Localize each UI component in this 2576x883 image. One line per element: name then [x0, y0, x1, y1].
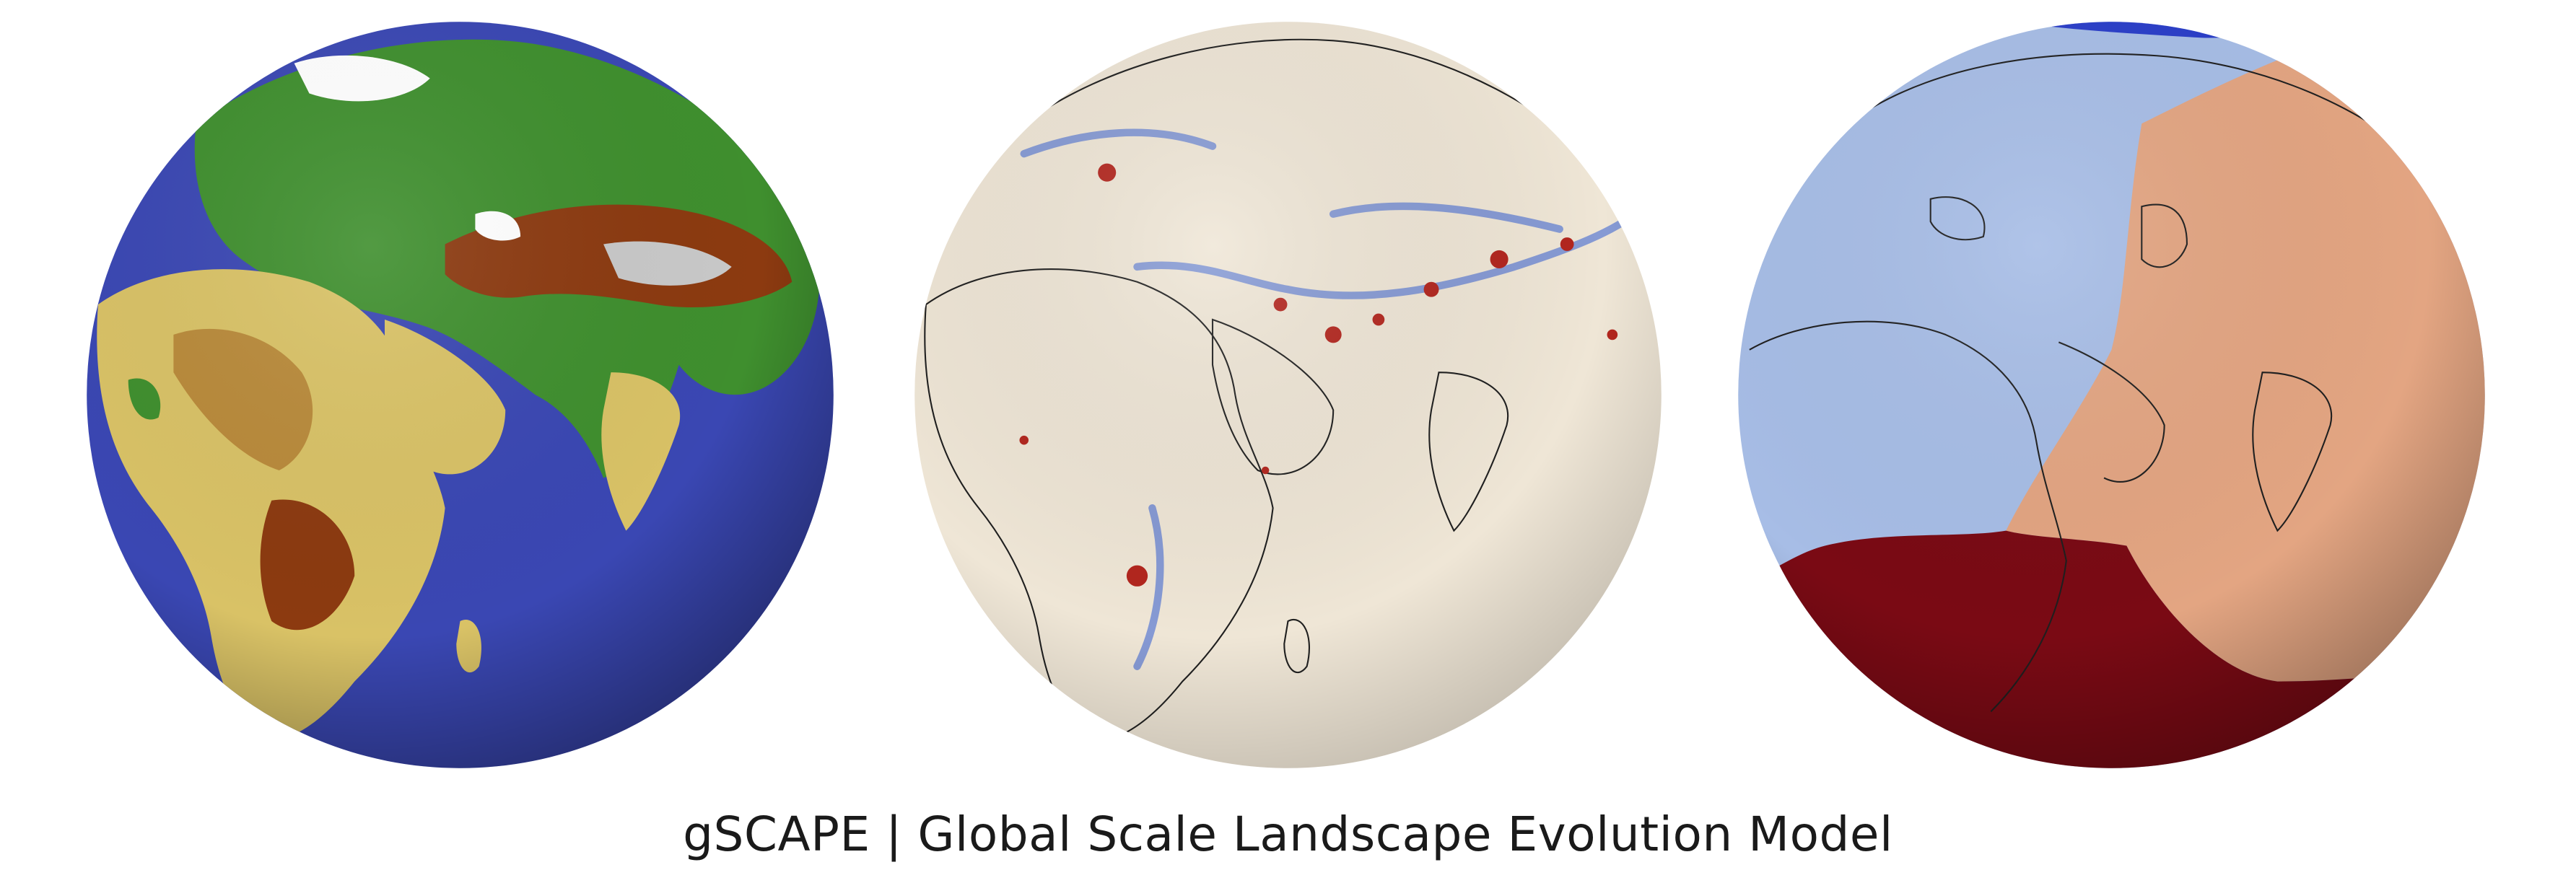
elevation-globe-graphic	[87, 22, 834, 768]
figure-caption: gSCAPE | Global Scale Landscape Evolutio…	[683, 807, 1893, 862]
drainage-basin-globe-graphic	[1738, 22, 2485, 768]
erosion-deposition-globe	[911, 18, 1665, 772]
drainage-basin-globe	[1734, 18, 2489, 772]
elevation-globe	[83, 18, 837, 772]
erosion-deposition-globe-graphic	[914, 22, 1662, 768]
